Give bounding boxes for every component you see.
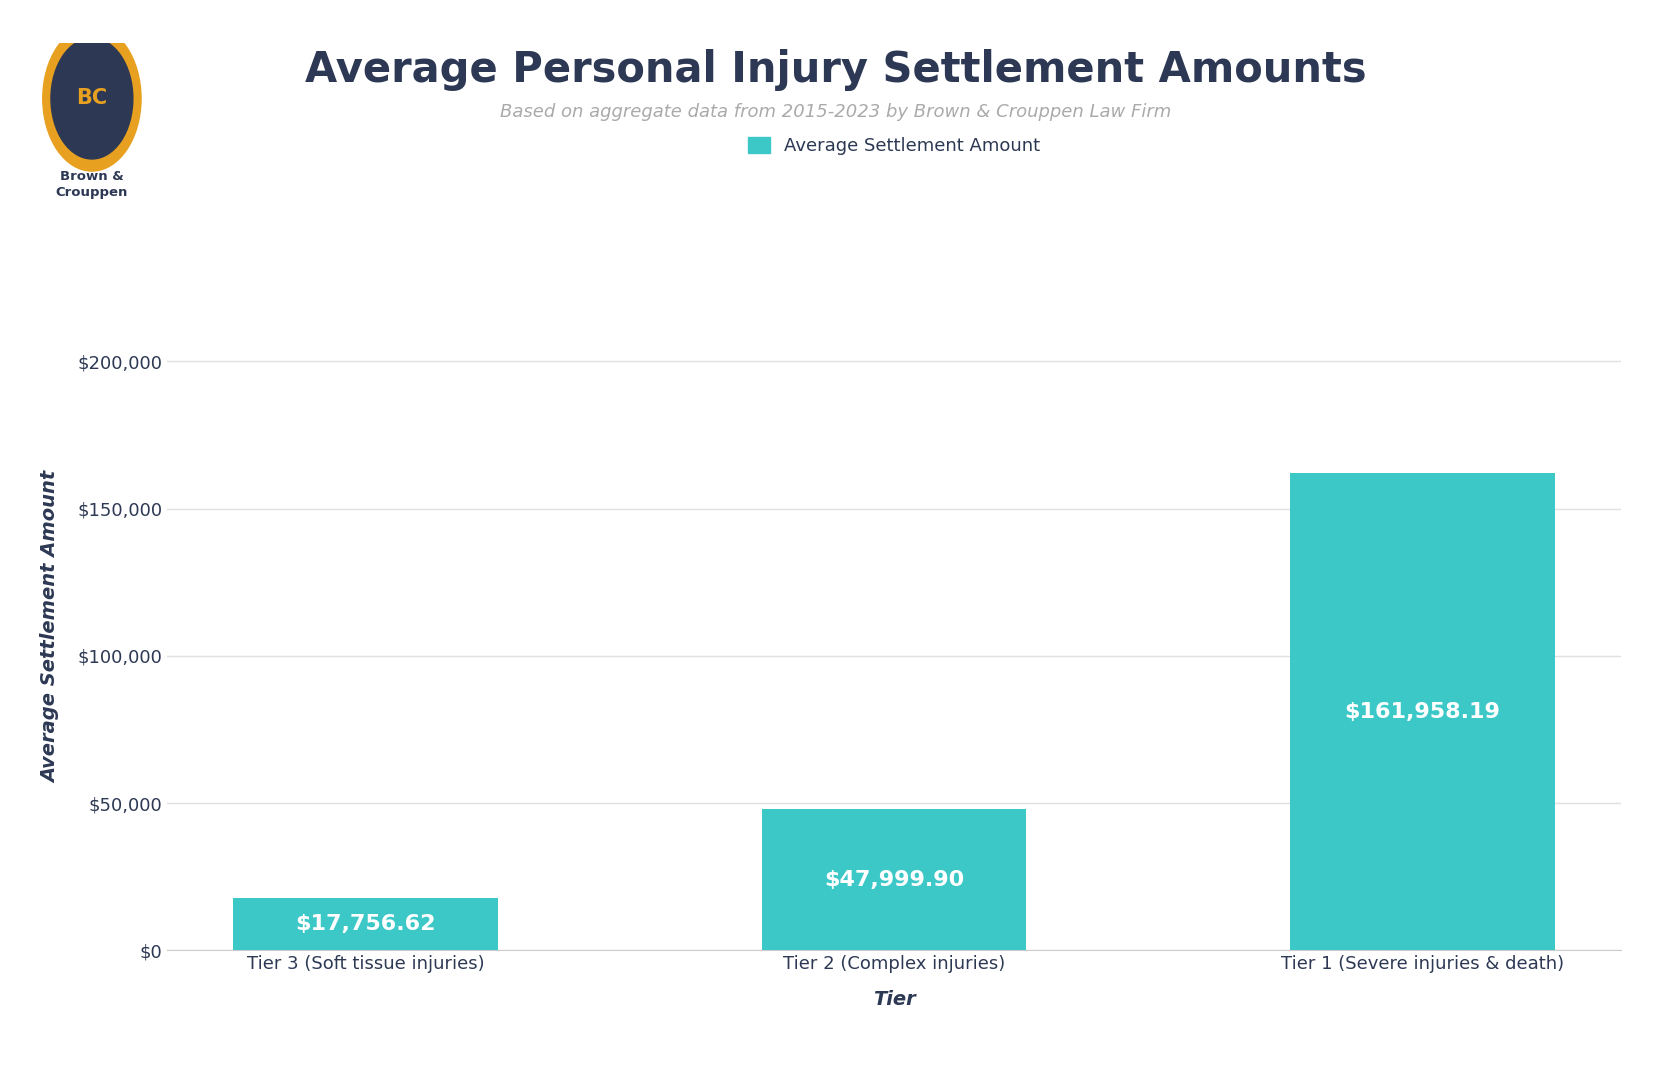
Circle shape: [43, 26, 140, 171]
Bar: [762, 809, 1026, 950]
Y-axis label: Average Settlement Amount: Average Settlement Amount: [42, 470, 60, 783]
Text: Based on aggregate data from 2015-2023 by Brown & Crouppen Law Firm: Based on aggregate data from 2015-2023 b…: [500, 103, 1171, 121]
Bar: [234, 899, 498, 950]
Text: $17,756.62: $17,756.62: [296, 915, 436, 934]
X-axis label: Tier: Tier: [872, 990, 916, 1009]
Legend: Average Settlement Amount: Average Settlement Amount: [740, 130, 1048, 163]
Text: $161,958.19: $161,958.19: [1345, 702, 1501, 721]
Text: Brown &
Crouppen: Brown & Crouppen: [55, 171, 129, 200]
Bar: [1290, 473, 1554, 950]
Text: $47,999.90: $47,999.90: [824, 869, 964, 890]
Text: BC: BC: [77, 89, 107, 108]
Text: Average Personal Injury Settlement Amounts: Average Personal Injury Settlement Amoun…: [304, 49, 1367, 91]
Circle shape: [50, 38, 134, 159]
